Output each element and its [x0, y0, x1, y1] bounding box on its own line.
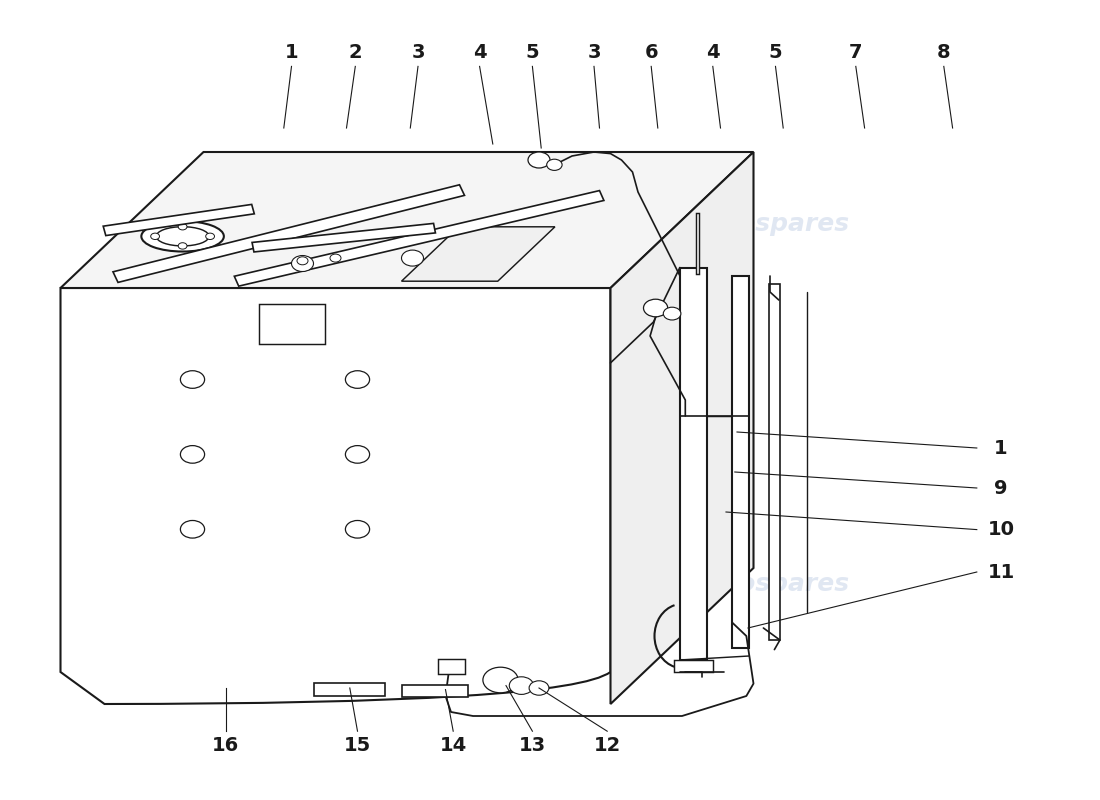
Circle shape	[483, 667, 518, 693]
Circle shape	[509, 677, 534, 694]
Ellipse shape	[142, 221, 224, 251]
Polygon shape	[252, 223, 436, 252]
Text: 16: 16	[212, 736, 239, 755]
Circle shape	[547, 159, 562, 170]
Text: 13: 13	[519, 736, 546, 755]
Polygon shape	[103, 205, 254, 235]
Text: 11: 11	[988, 562, 1014, 582]
Circle shape	[330, 254, 341, 262]
Circle shape	[151, 233, 160, 239]
Text: 9: 9	[994, 478, 1008, 498]
Text: 1: 1	[994, 438, 1008, 458]
Text: 5: 5	[769, 42, 782, 62]
Circle shape	[528, 152, 550, 168]
Bar	[732, 275, 749, 648]
Bar	[680, 267, 707, 660]
Text: eurospares: eurospares	[163, 572, 321, 596]
Text: eurospares: eurospares	[163, 212, 321, 236]
Circle shape	[345, 446, 370, 463]
Text: 14: 14	[440, 736, 466, 755]
Bar	[438, 659, 465, 674]
Bar	[769, 284, 780, 640]
Polygon shape	[696, 213, 700, 274]
Polygon shape	[610, 152, 754, 704]
Circle shape	[206, 233, 214, 239]
Text: 15: 15	[344, 736, 371, 755]
Text: 2: 2	[349, 42, 362, 62]
Circle shape	[180, 521, 205, 538]
Polygon shape	[234, 190, 604, 286]
Text: 7: 7	[849, 42, 862, 62]
Polygon shape	[402, 227, 554, 282]
Text: 4: 4	[706, 42, 719, 62]
Text: eurospares: eurospares	[691, 212, 849, 236]
Circle shape	[345, 370, 370, 388]
Circle shape	[345, 521, 370, 538]
Text: 6: 6	[645, 42, 658, 62]
Polygon shape	[402, 685, 468, 697]
PathPatch shape	[60, 288, 610, 704]
Text: 3: 3	[587, 42, 601, 62]
Circle shape	[180, 370, 205, 388]
Circle shape	[178, 242, 187, 249]
Circle shape	[178, 223, 187, 230]
Circle shape	[292, 255, 313, 271]
Text: 12: 12	[594, 736, 620, 755]
Circle shape	[529, 681, 549, 695]
Bar	[258, 304, 324, 344]
Text: 1: 1	[285, 42, 298, 62]
Circle shape	[644, 299, 668, 317]
Ellipse shape	[156, 226, 209, 246]
Polygon shape	[113, 185, 464, 282]
Bar	[674, 660, 713, 672]
Text: 8: 8	[937, 42, 950, 62]
Circle shape	[663, 307, 681, 320]
Circle shape	[402, 250, 424, 266]
Circle shape	[180, 446, 205, 463]
Text: 4: 4	[473, 42, 486, 62]
Text: 3: 3	[411, 42, 425, 62]
Polygon shape	[60, 152, 754, 288]
Text: 10: 10	[988, 520, 1014, 539]
Circle shape	[297, 257, 308, 265]
Text: 5: 5	[526, 42, 539, 62]
Polygon shape	[314, 683, 385, 696]
Text: eurospares: eurospares	[691, 572, 849, 596]
